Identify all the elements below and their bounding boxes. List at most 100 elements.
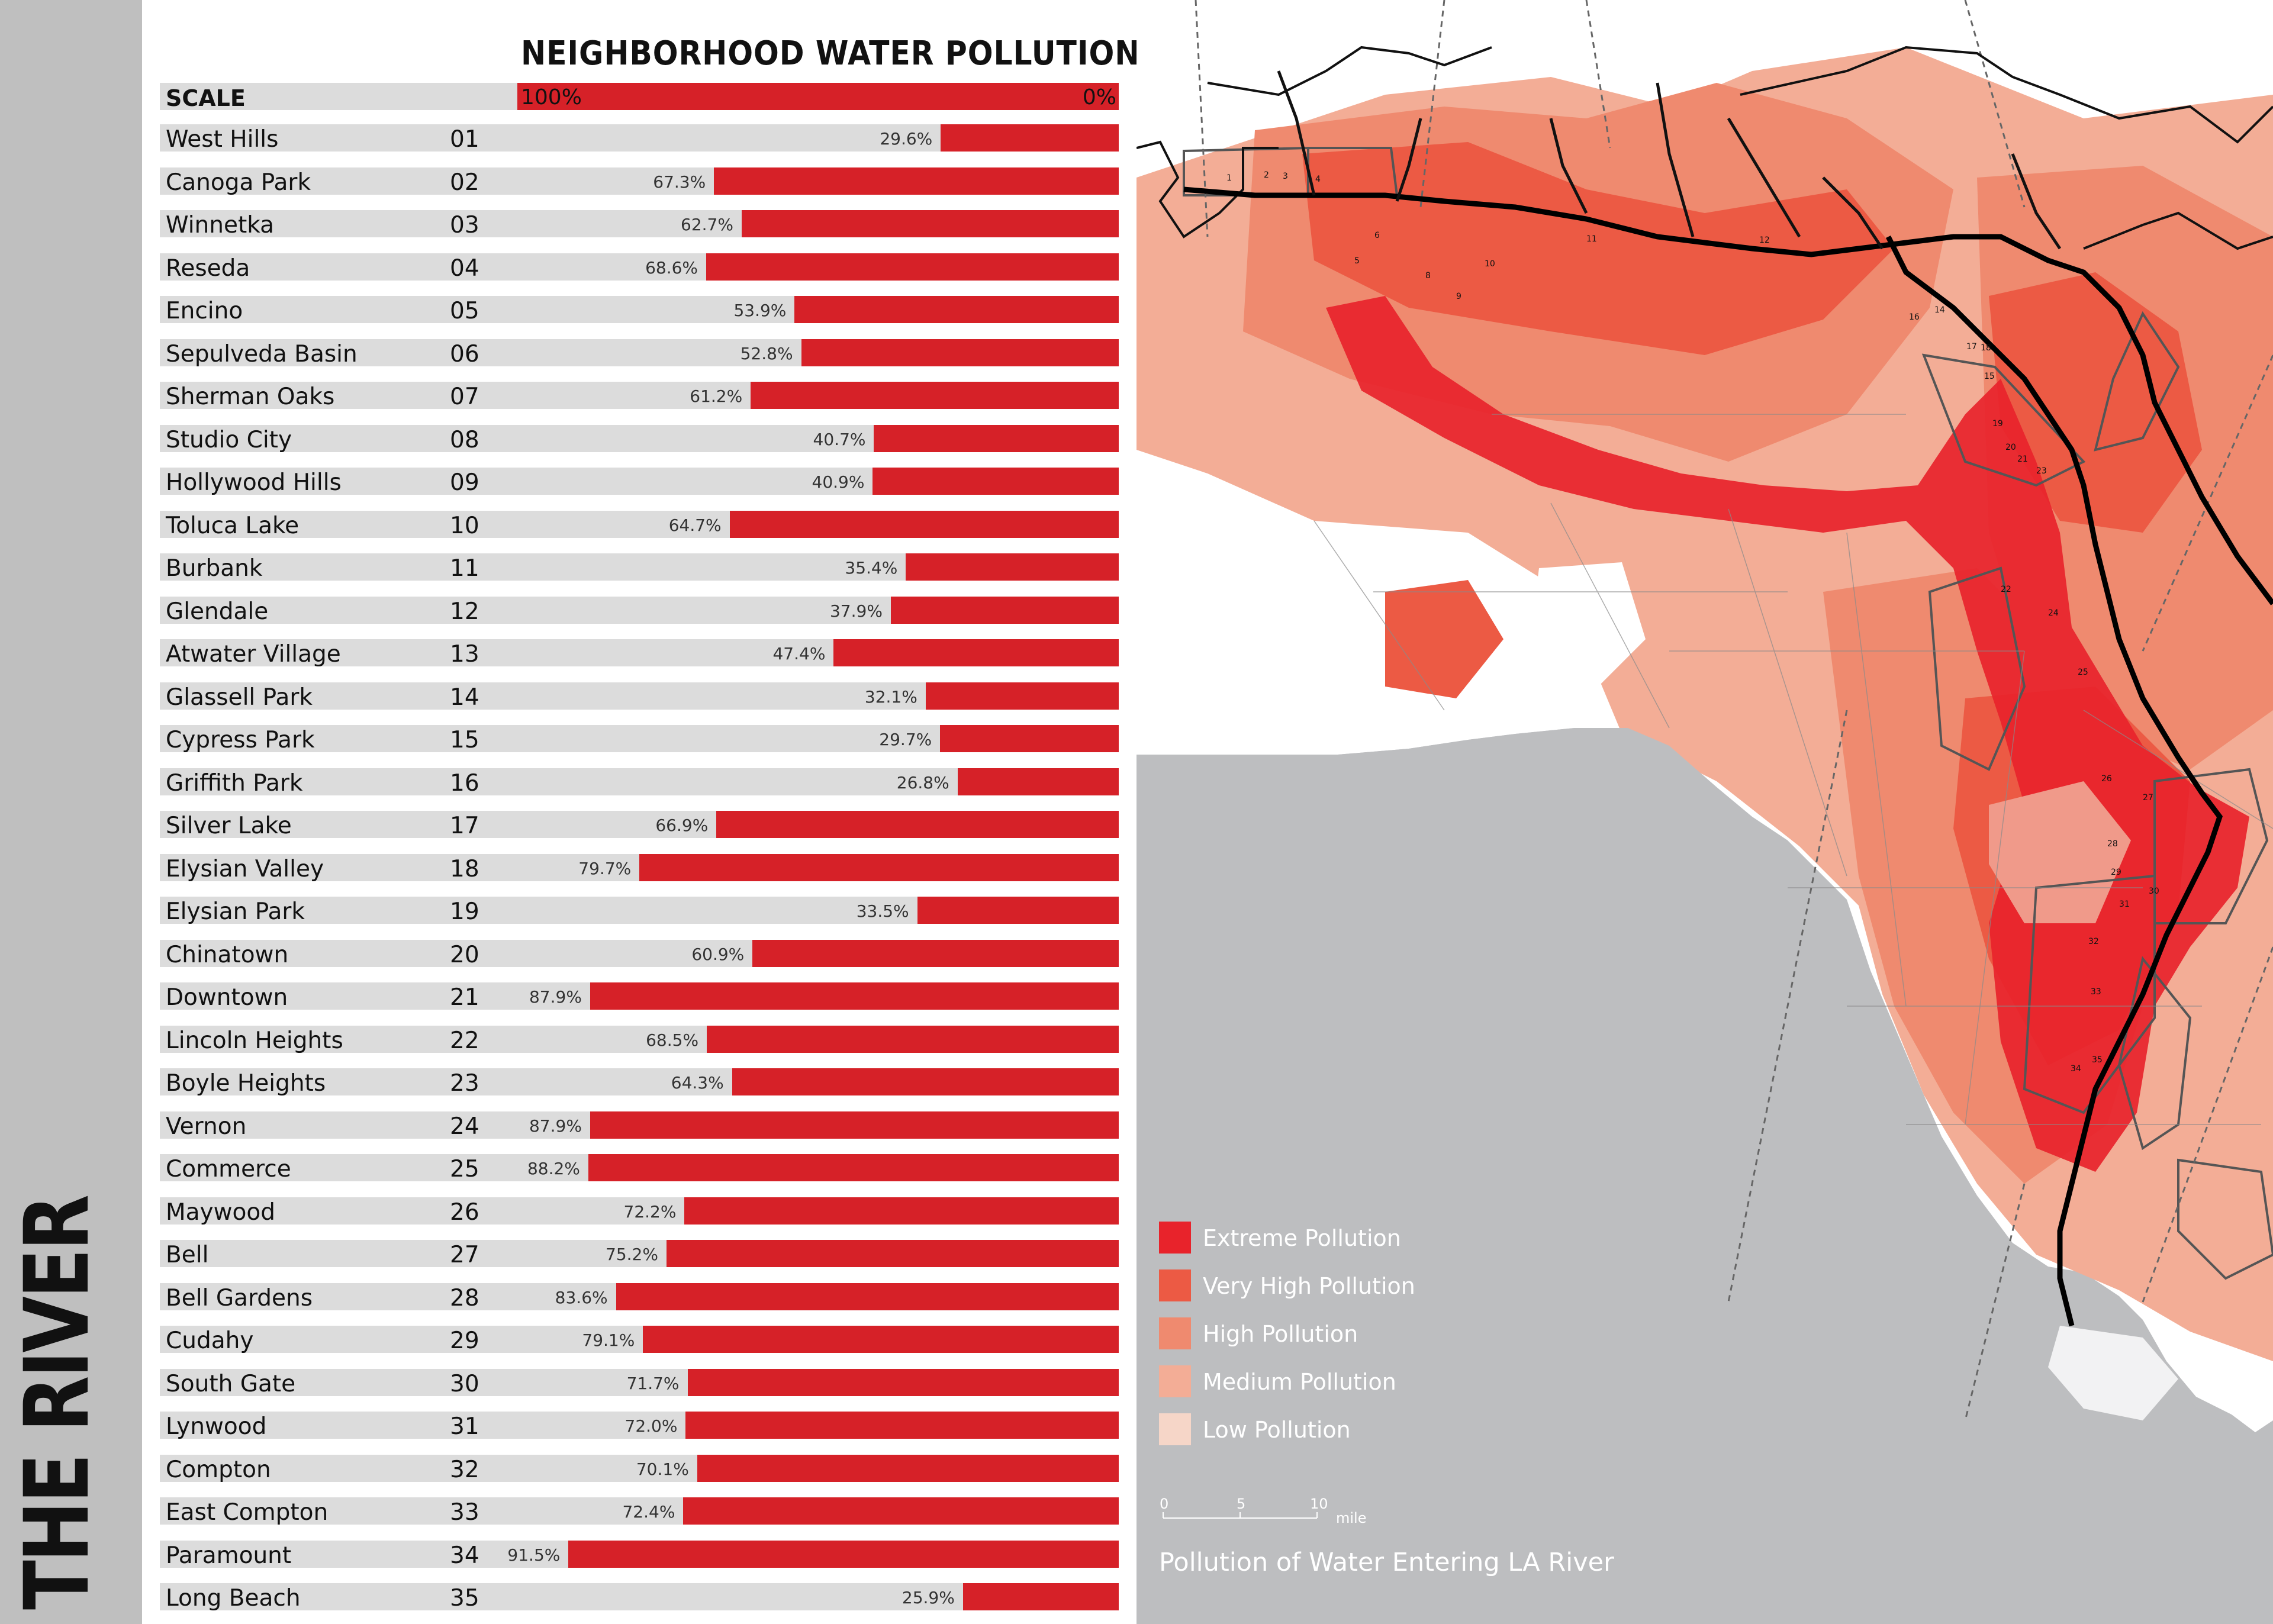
scale-left-label: 100% [521,85,582,109]
table-row: Cudahy 29 79.1% [160,1326,1119,1354]
neighborhood-number: 09 [450,469,479,496]
area-label: 34 [2071,1064,2081,1074]
table-row: Maywood 26 72.2% [160,1197,1119,1226]
pollution-bar [683,1497,1119,1525]
table-row: Elysian Valley 18 79.7% [160,853,1119,882]
pollution-bar [687,1368,1119,1396]
area-label: 2 [1264,170,1269,180]
area-label: 26 [2101,774,2112,784]
neighborhood-name: Compton [166,1456,271,1483]
neighborhood-number: 08 [450,426,479,453]
pollution-bar [666,1240,1119,1267]
neighborhood-number: 33 [450,1499,479,1526]
neighborhood-number: 26 [450,1198,479,1226]
neighborhood-number: 16 [450,769,479,797]
pollution-bar [801,339,1119,366]
pollution-bar [874,424,1119,452]
neighborhood-number: 19 [450,898,479,925]
table-row: Elysian Park 19 33.5% [160,897,1119,925]
legend-swatch [1159,1317,1191,1349]
area-label: 27 [2143,793,2153,803]
area-label: 21 [2017,455,2028,464]
neighborhood-name: Boyle Heights [166,1070,326,1097]
pollution-bar [941,124,1119,152]
table-row: Toluca Lake 10 64.7% [160,510,1119,539]
table-row: Vernon 24 87.9% [160,1111,1119,1140]
neighborhood-number: 18 [450,855,479,882]
pollution-value-label: 79.7% [578,858,632,878]
area-label: 14 [1934,305,1945,315]
neighborhood-number: 04 [450,254,479,282]
pollution-bar [706,253,1119,281]
pollution-value-label: 71.7% [626,1373,680,1393]
neighborhood-name: East Compton [166,1499,329,1526]
neighborhood-number: 35 [450,1585,479,1612]
pollution-bar [697,1454,1119,1482]
pollution-value-label: 61.2% [690,386,743,406]
neighborhood-name: Sepulveda Basin [166,340,358,368]
pollution-map: 1 2 3 4 5 6 8 9 10 11 12 14 15 16 17 18 … [1136,0,2273,1624]
area-label: 20 [2005,443,2016,452]
pollution-value-label: 32.1% [864,687,917,707]
map-legend: Extreme Pollution Very High Pollution High… [1159,1222,1514,1458]
pollution-value-label: 87.9% [529,1116,582,1136]
pollution-bar [751,382,1119,409]
neighborhood-number: 31 [450,1413,479,1440]
neighborhood-lines [1313,414,2273,1125]
pollution-bar [890,596,1119,624]
pollution-bar [590,982,1119,1010]
table-row: Glendale 12 37.9% [160,596,1119,625]
table-row: Lynwood 31 72.0% [160,1412,1119,1440]
neighborhood-name: Downtown [166,984,288,1011]
pollution-value-label: 72.4% [622,1502,675,1522]
legend-swatch [1159,1222,1191,1254]
scalebar-graphic: 0 5 10 mile [1160,1496,1366,1526]
pollution-bar [962,1583,1119,1610]
table-row: Atwater Village 13 47.4% [160,639,1119,668]
pollution-bar [957,768,1119,795]
area-label: 18 [1981,343,1991,353]
legend-swatch [1159,1413,1191,1445]
area-label: 5 [1354,256,1360,266]
pollution-bar [732,1068,1119,1095]
neighborhood-number: 03 [450,212,479,239]
neighborhood-number: 11 [450,555,479,582]
scale-right-label: 0% [1082,85,1116,109]
neighborhood-number: 02 [450,169,479,196]
area-label: 33 [2091,987,2101,997]
neighborhood-name: Maywood [166,1198,276,1226]
area-label: 29 [2111,868,2121,877]
pollution-value-label: 52.8% [740,343,793,363]
side-title: THE RIVER [6,1196,109,1610]
neighborhood-number: 28 [450,1284,479,1312]
neighborhood-name: Sherman Oaks [166,384,335,410]
pollution-bar [616,1283,1119,1310]
pollution-bar [873,468,1119,495]
area-label: 19 [1992,419,2003,428]
table-row: South Gate 30 71.7% [160,1368,1119,1397]
neighborhood-name: Glendale [166,598,269,625]
neighborhood-number: 27 [450,1242,479,1268]
table-row: Lincoln Heights 22 68.5% [160,1025,1119,1054]
area-label: 10 [1485,259,1495,269]
map-scalebar: 0 5 10 mile [1157,1494,1406,1530]
neighborhood-name: Elysian Valley [166,855,324,882]
scale-bar: 100% 0% [517,83,1119,110]
area-label: 22 [2001,585,2011,594]
pollution-bar [940,725,1119,752]
table-row: Compton 32 70.1% [160,1454,1119,1483]
pollution-bar [716,811,1119,838]
pollution-value-label: 75.2% [606,1245,658,1264]
pollution-bar [794,296,1119,323]
table-row: Glassell Park 14 32.1% [160,682,1119,711]
neighborhood-name: Encino [166,298,243,324]
la-river-line [1183,186,2273,605]
neighborhood-number: 05 [450,298,479,324]
pollution-value-label: 64.7% [668,515,722,535]
pollution-value-label: 83.6% [555,1287,608,1307]
pollution-bar [685,1412,1119,1439]
pollution-bar [917,897,1119,924]
neighborhood-number: 23 [450,1070,479,1097]
neighborhood-number: 21 [450,984,479,1011]
area-label: 6 [1374,231,1380,240]
